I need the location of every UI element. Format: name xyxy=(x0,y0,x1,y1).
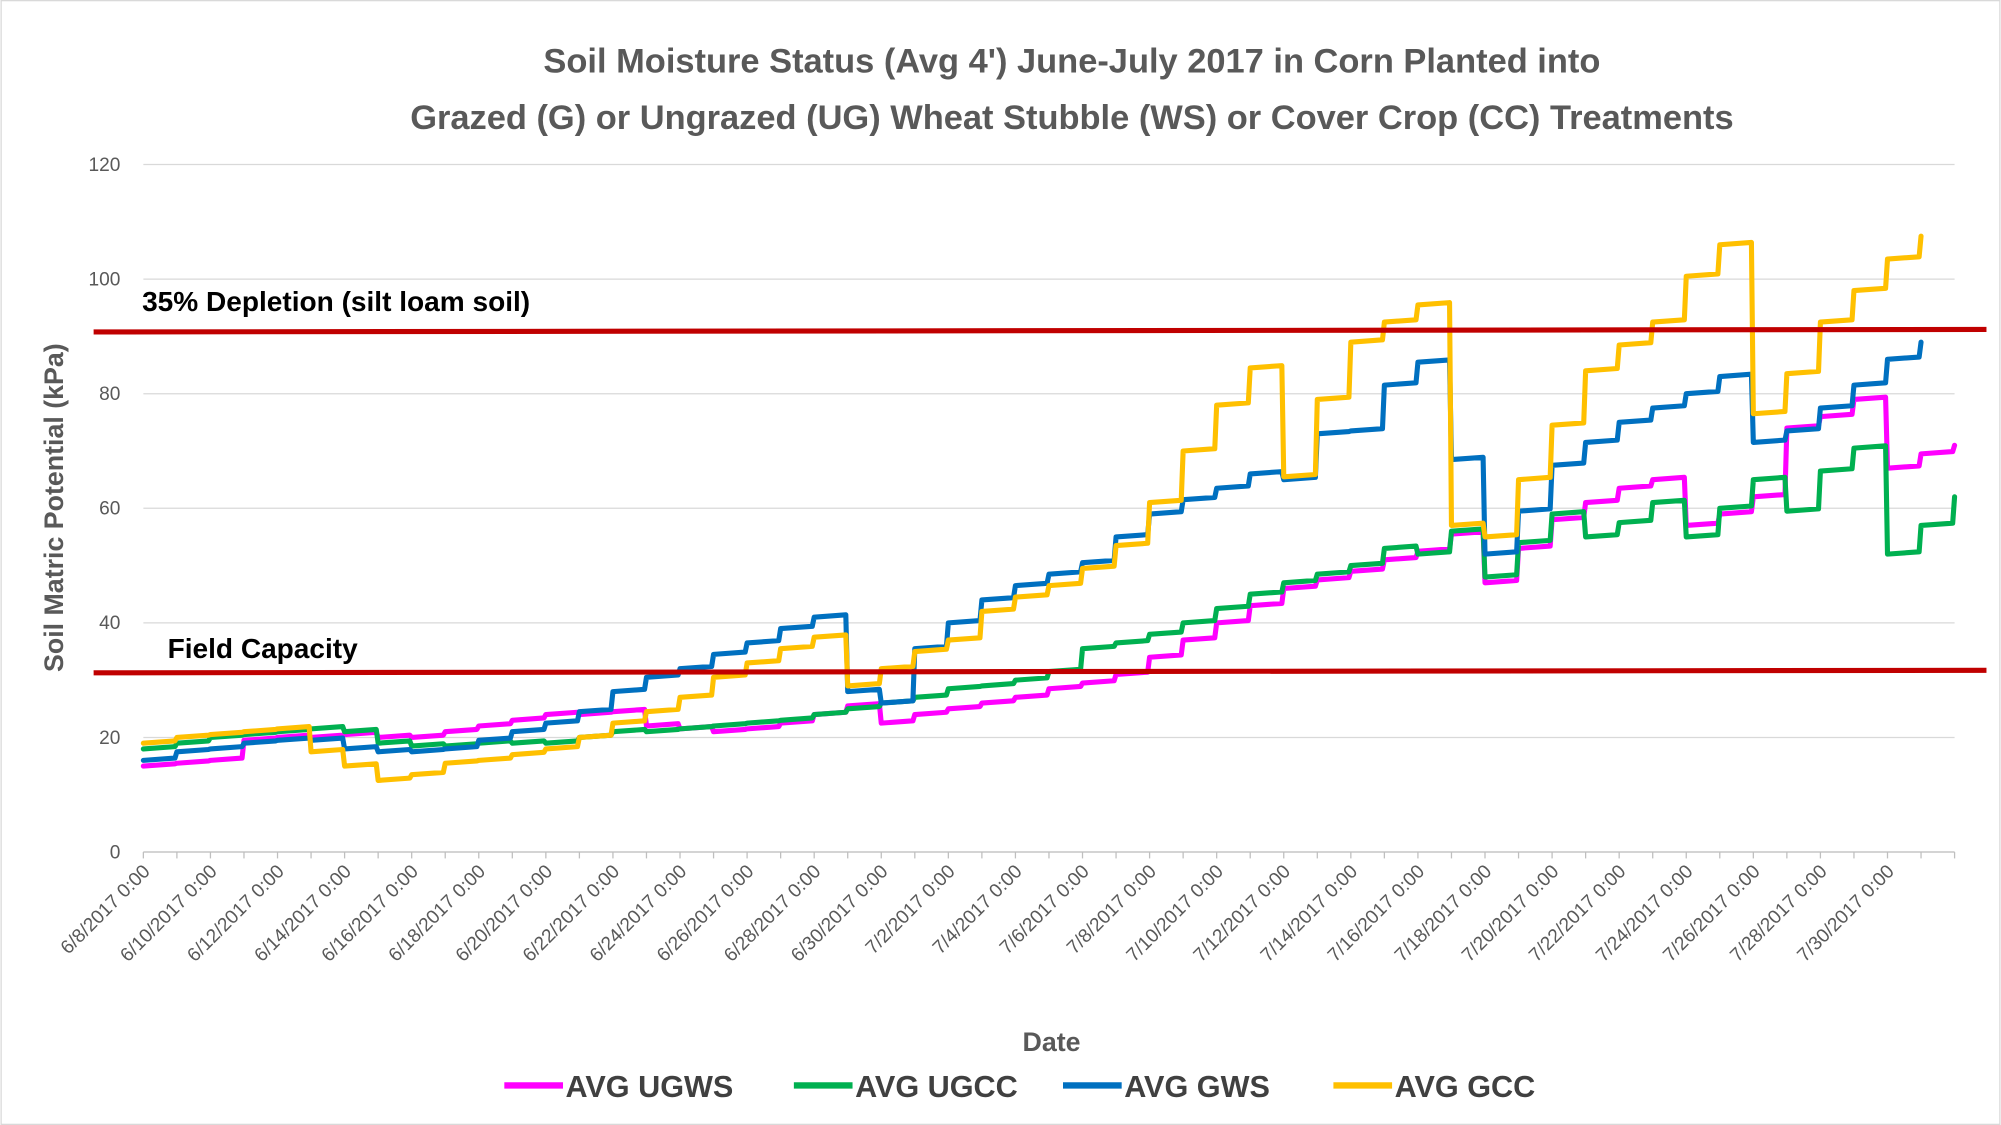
legend: AVG UGWS AVG UGCC AVG GWS AVG GCC xyxy=(504,1070,1535,1104)
y-axis-title: Soil Matric Potential (kPa) xyxy=(39,343,69,672)
depletion-label: 35% Depletion (silt loam soil) xyxy=(142,286,530,317)
y-tick-label: 40 xyxy=(99,613,120,634)
y-tick-label: 0 xyxy=(110,842,121,863)
gridlines xyxy=(142,163,1956,859)
reference-line xyxy=(93,667,1987,676)
reference-lines xyxy=(93,326,1987,676)
legend-label: AVG GWS xyxy=(1124,1070,1270,1104)
chart-title-line-2: Grazed (G) or Ungrazed (UG) Wheat Stubbl… xyxy=(410,99,1733,137)
y-tick-label: 120 xyxy=(88,155,120,176)
y-tick-label: 80 xyxy=(99,384,120,405)
series-line-avg-gcc xyxy=(140,233,1924,783)
y-tick-label: 100 xyxy=(88,270,120,291)
series-line-avg-gws xyxy=(140,339,1924,763)
y-tick-label: 60 xyxy=(99,499,120,520)
legend-label: AVG GCC xyxy=(1395,1070,1536,1104)
legend-label: AVG UGWS xyxy=(566,1070,734,1104)
y-axis-ticks: 0 20 40 60 80 100 120 xyxy=(88,155,120,863)
field-capacity-label: Field Capacity xyxy=(168,633,359,664)
legend-label: AVG UGCC xyxy=(855,1070,1018,1104)
chart-title-line-1: Soil Moisture Status (Avg 4') June-July … xyxy=(543,43,1600,81)
x-axis-title: Date xyxy=(1023,1027,1081,1057)
series-line-avg-ugws xyxy=(140,394,1958,769)
y-tick-label: 20 xyxy=(99,728,120,749)
reference-line xyxy=(93,326,1987,335)
